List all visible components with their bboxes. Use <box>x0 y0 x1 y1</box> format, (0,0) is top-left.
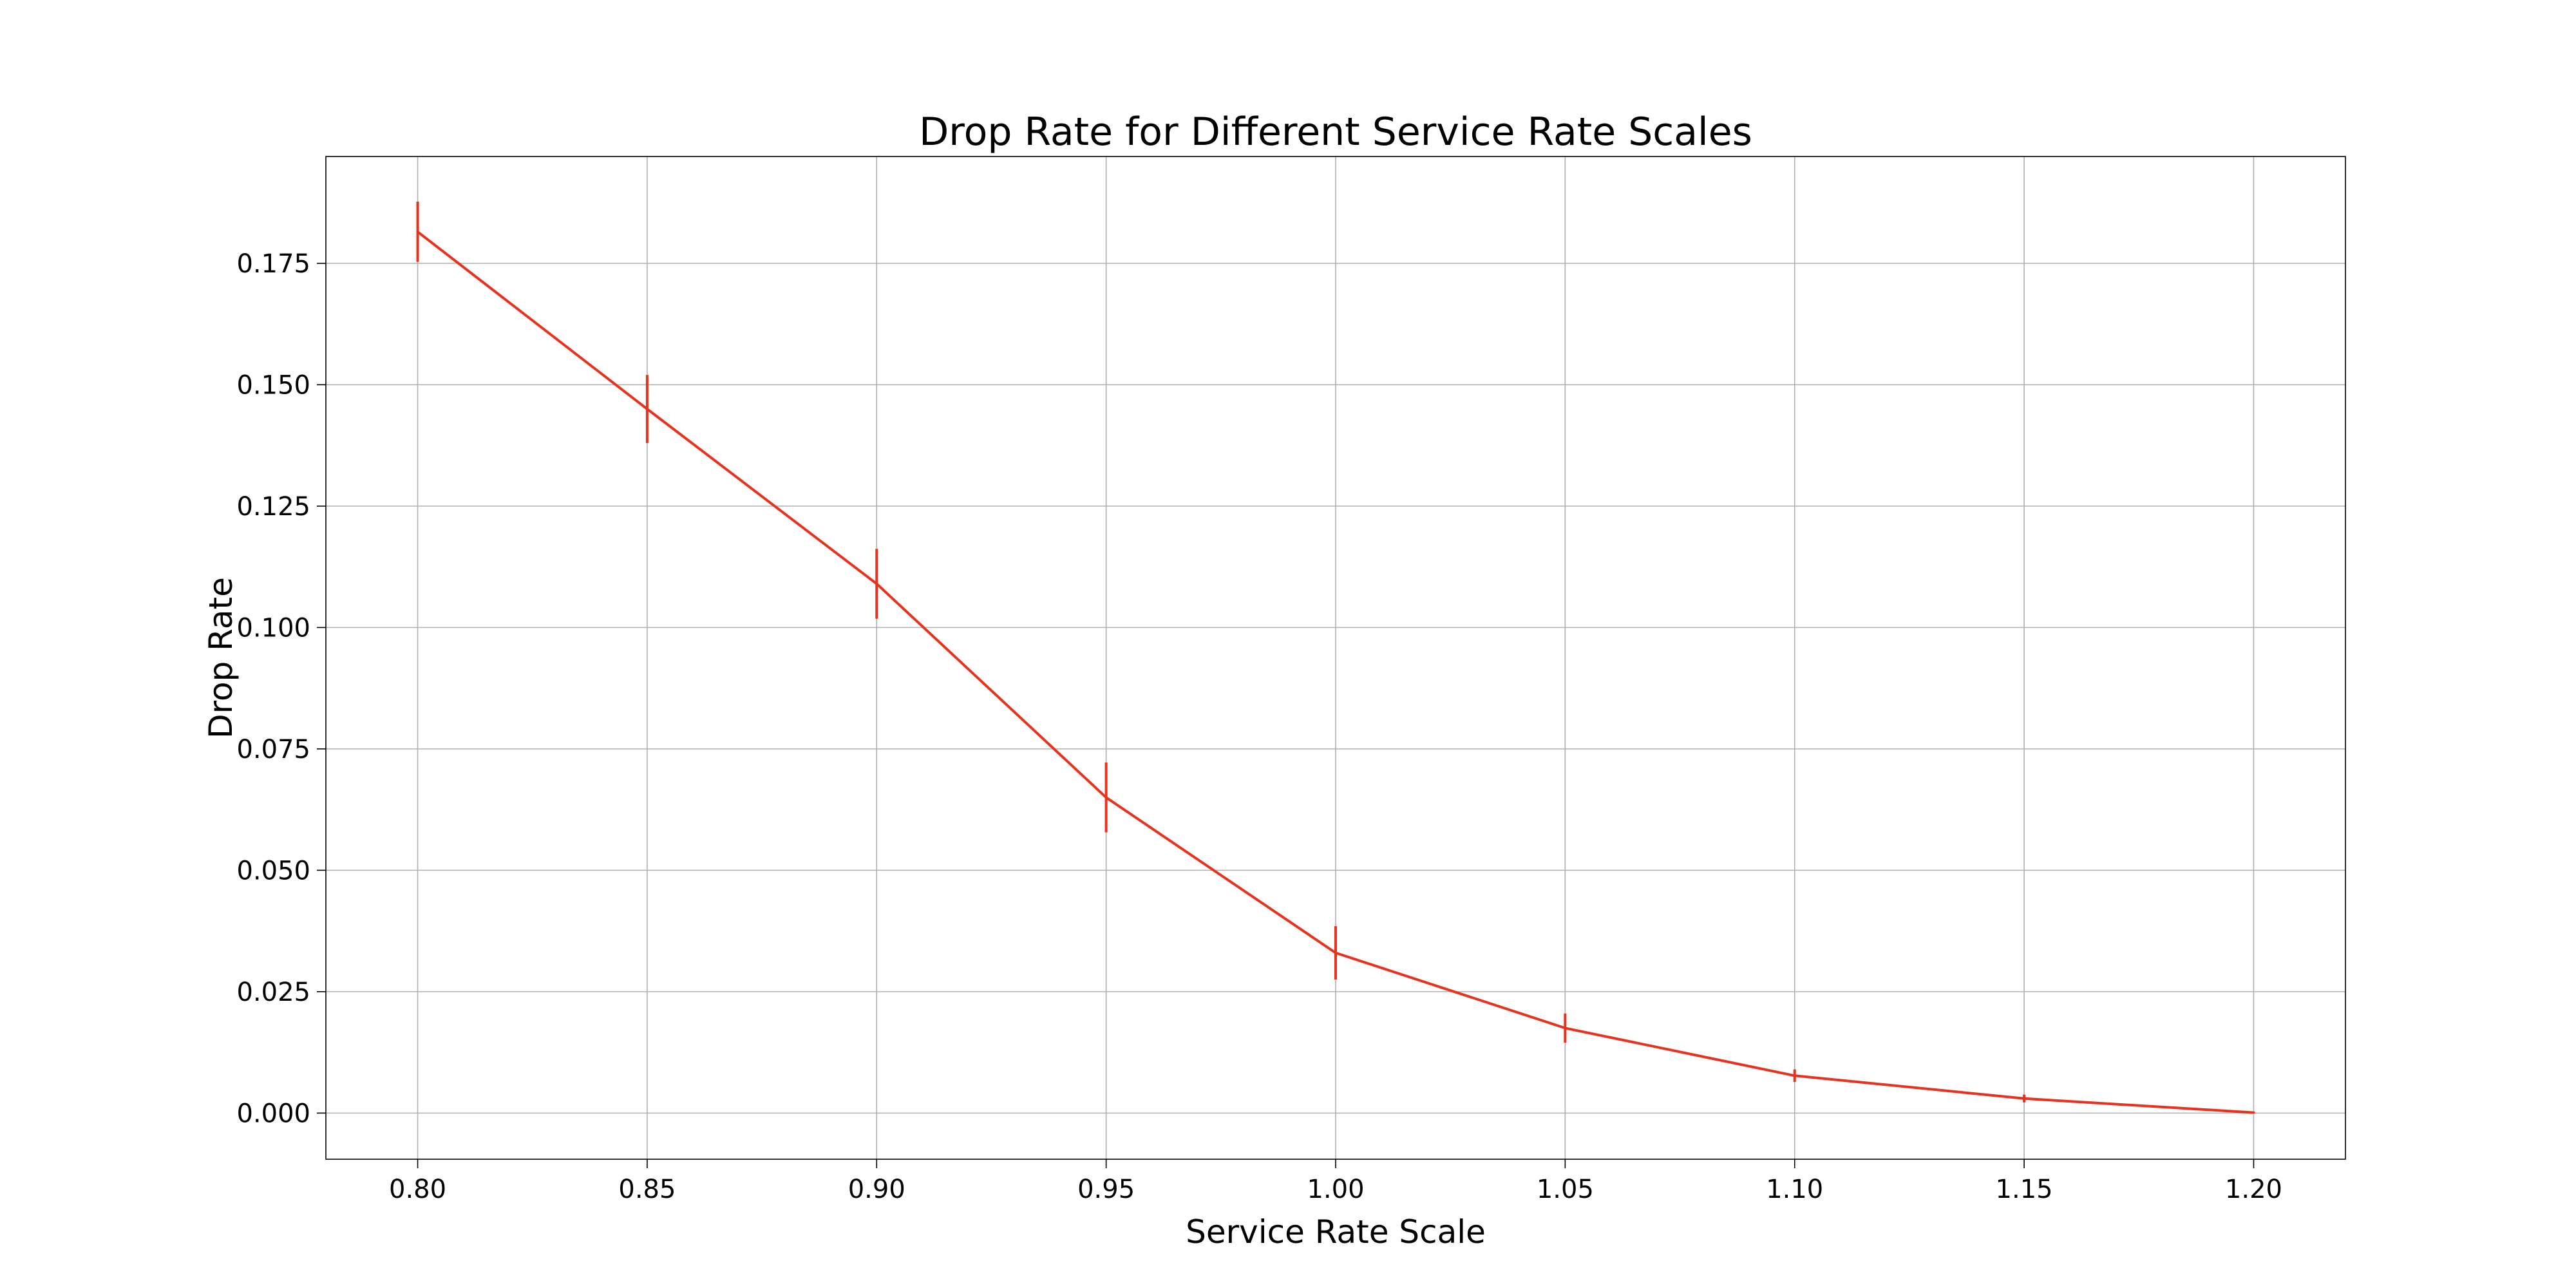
x-tick-label: 1.00 <box>1307 1175 1364 1204</box>
x-tick-label: 0.90 <box>848 1175 905 1204</box>
y-axis-ticks: 0.000 0.025 0.050 0.075 0.100 0.125 0.150 0.175 <box>236 249 326 1128</box>
y-tick-label: 0.150 <box>236 370 310 400</box>
y-tick-label: 0.050 <box>236 856 310 886</box>
y-tick-label: 0.000 <box>236 1099 310 1128</box>
x-tick-label: 1.15 <box>1996 1175 2053 1204</box>
x-tick-label: 1.10 <box>1766 1175 1823 1204</box>
gridlines <box>326 156 2345 1159</box>
y-tick-label: 0.100 <box>236 613 310 643</box>
y-tick-label: 0.075 <box>236 735 310 764</box>
x-axis-title: Service Rate Scale <box>1186 1213 1486 1251</box>
x-tick-label: 0.80 <box>389 1175 446 1204</box>
y-axis-title: Drop Rate <box>202 577 240 739</box>
x-tick-label: 0.95 <box>1077 1175 1135 1204</box>
x-axis-ticks: 0.80 0.85 0.90 0.95 1.00 1.05 1.10 1.15 1.20 <box>389 1159 2282 1204</box>
chart-title: Drop Rate for Different Service Rate Sca… <box>919 109 1752 155</box>
data-series <box>417 231 2254 1114</box>
x-tick-label: 1.20 <box>2225 1175 2282 1204</box>
x-tick-label: 0.85 <box>618 1175 676 1204</box>
y-tick-label: 0.125 <box>236 492 310 522</box>
y-tick-label: 0.175 <box>236 249 310 279</box>
y-tick-label: 0.025 <box>236 978 310 1007</box>
x-tick-label: 1.05 <box>1537 1175 1594 1204</box>
